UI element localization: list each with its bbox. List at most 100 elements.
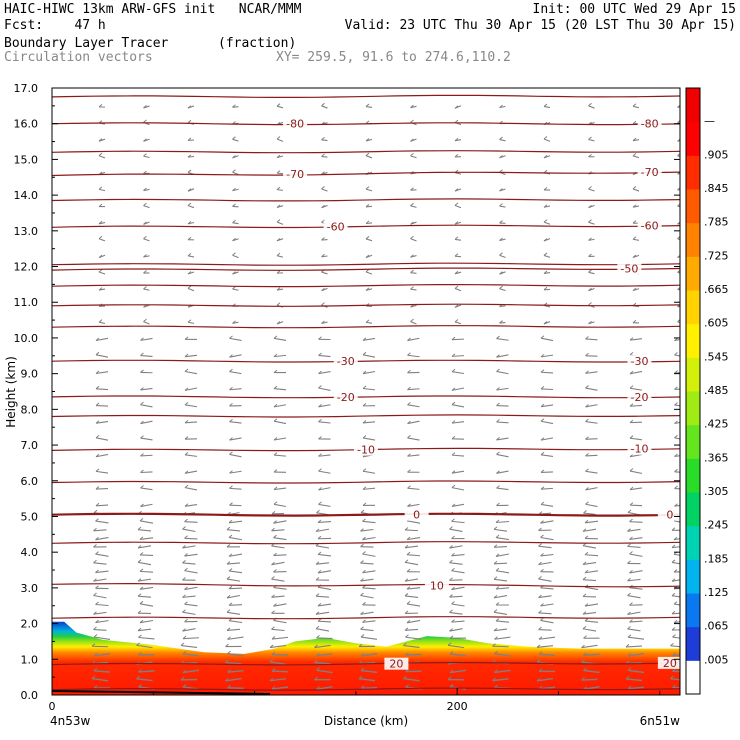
vector-arrow [670, 677, 680, 681]
vector-arrow [360, 652, 378, 657]
vector-arrow-head [184, 387, 189, 391]
vector-arrow-head [673, 569, 678, 573]
vector-arrow-head [495, 618, 500, 622]
vector-arrow-head [496, 470, 500, 474]
vector-arrow-head [271, 561, 275, 566]
colorbar-label: .005 [704, 653, 729, 666]
contour-line [52, 325, 680, 329]
vector-arrow [317, 603, 332, 607]
vector-arrow-head [276, 252, 281, 257]
vector-arrow [317, 586, 332, 591]
vector-arrow [584, 554, 599, 557]
vector-arrow-head [410, 202, 414, 207]
vector-arrow-head [454, 270, 459, 275]
vector-arrow [318, 454, 331, 457]
vector-arrow [182, 545, 196, 549]
vector-arrow-head [362, 502, 367, 506]
vector-arrow [406, 619, 421, 624]
contour-label-bg [627, 355, 652, 368]
vector-arrow-head [629, 502, 634, 506]
vector-arrow [95, 371, 109, 375]
vector-arrow-head [536, 644, 541, 648]
vector-arrow [360, 611, 374, 615]
vector-arrow-head [404, 610, 409, 614]
vector-arrow [674, 437, 680, 440]
vector-arrow [674, 471, 680, 473]
vector-arrow-head [627, 667, 632, 671]
y-tick-label: 2.0 [21, 618, 39, 631]
vector-arrow [449, 545, 463, 549]
vector-arrow-head [447, 642, 452, 646]
vector-arrow-head [629, 570, 633, 574]
y-tick-label: 5.0 [21, 510, 39, 523]
colorbar-label: .845 [704, 182, 729, 195]
y-tick-label: 4.0 [21, 546, 39, 559]
vector-arrow-head [184, 436, 189, 440]
vector-arrow [536, 677, 554, 682]
vector-arrow [407, 454, 420, 457]
x-axis-label: Distance (km) [324, 714, 408, 728]
vector-arrow-head [184, 518, 188, 523]
vector-arrow-head [671, 627, 676, 631]
vector-arrow-head [321, 185, 325, 190]
vector-arrow [451, 503, 465, 508]
vector-arrow [360, 636, 378, 640]
vector-arrow-head [627, 653, 632, 657]
vector-arrow [316, 653, 333, 657]
vector-arrow-head [677, 286, 680, 290]
vector-arrow [269, 644, 287, 649]
vector-arrow [273, 388, 287, 391]
vector-arrow [404, 595, 419, 599]
vector-arrow [228, 604, 243, 606]
vector-arrow [583, 653, 600, 657]
vector-arrow-head [273, 520, 277, 524]
vector-arrow-head [496, 402, 500, 406]
vector-arrow-head [140, 503, 144, 507]
vector-arrow-head [182, 635, 187, 640]
vector-arrow [540, 553, 554, 557]
vector-arrow [454, 287, 462, 292]
vector-arrow [410, 238, 417, 242]
contour-line [52, 262, 680, 266]
vector-arrow-head [140, 387, 144, 391]
vector-arrow-head [585, 453, 589, 457]
vector-arrow [232, 288, 239, 291]
vector-arrow-head [538, 543, 542, 547]
vector-arrow-head [187, 220, 192, 225]
vector-arrow [187, 255, 195, 258]
vector-arrow-head [227, 636, 231, 640]
vector-arrow-head [232, 203, 236, 207]
vector-arrow [316, 686, 333, 690]
vector-arrow-head [269, 677, 274, 682]
vector-arrow [494, 652, 511, 657]
vector-arrow-head [93, 667, 98, 672]
vector-arrow [182, 595, 196, 598]
vector-arrow-head [273, 385, 278, 389]
vector-arrow-head [407, 485, 411, 489]
vector-arrow [406, 587, 421, 590]
vector-arrow [95, 487, 109, 490]
vector-arrow-head [543, 154, 548, 159]
contour-line [52, 303, 680, 307]
vector-arrow-head [581, 644, 585, 649]
vector-arrow [540, 437, 554, 441]
vector-arrow [137, 545, 152, 549]
vector-arrow-head [184, 368, 189, 372]
vector-arrow-head [184, 601, 188, 605]
vector-arrow-head [454, 202, 459, 206]
vector-arrow-head [499, 285, 503, 290]
vector-arrow [671, 612, 680, 615]
vector-arrow [184, 553, 198, 557]
contour-label-bg [617, 262, 642, 275]
contour-label-bg [283, 117, 308, 130]
vector-arrow-head [232, 187, 236, 192]
vector-arrow [180, 644, 198, 649]
vector-arrow-head [672, 652, 676, 656]
vector-arrow [139, 603, 154, 607]
vector-arrow-head [232, 237, 236, 242]
vector-arrow-head [182, 650, 187, 655]
vector-arrow [226, 529, 241, 532]
vector-arrow [273, 603, 287, 607]
vector-arrow [91, 645, 109, 648]
vector-arrow-head [138, 684, 142, 688]
